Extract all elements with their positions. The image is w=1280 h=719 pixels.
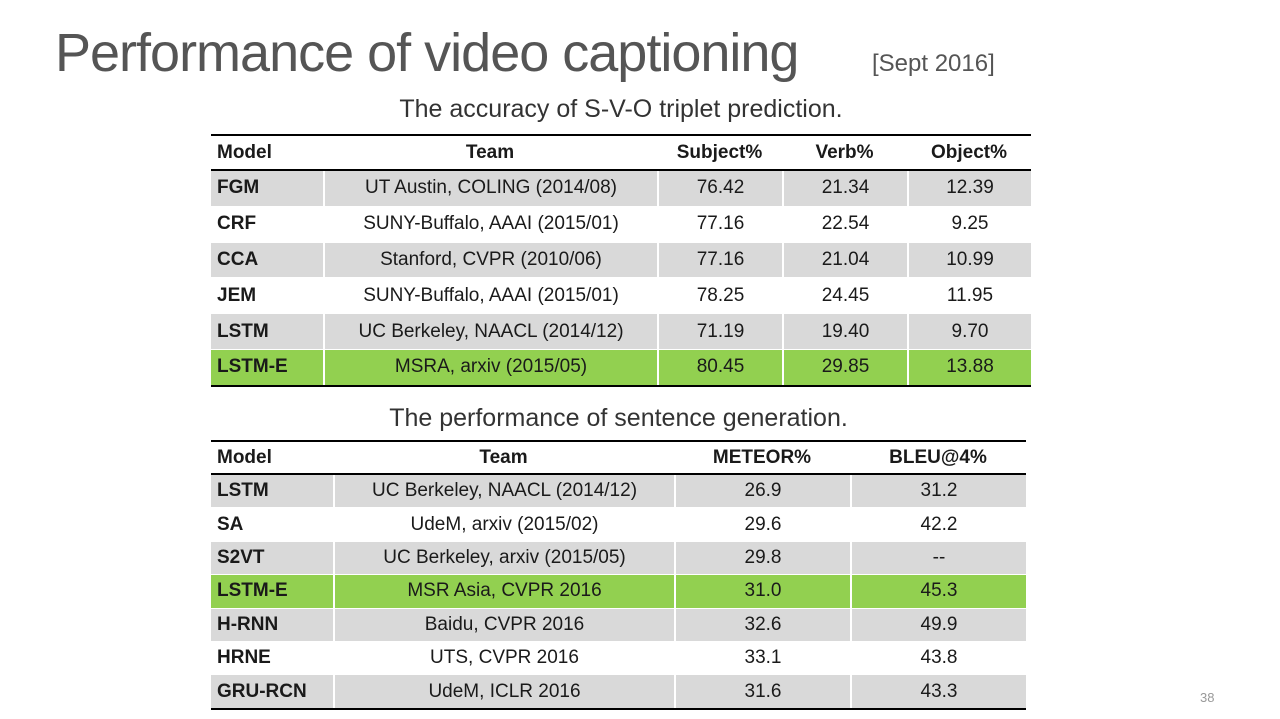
data-cell: UC Berkeley, NAACL (2014/12) [323,314,657,349]
model-cell: LSTM [211,314,323,349]
data-cell: 31.6 [674,675,850,708]
table-caption: The accuracy of S-V-O triplet prediction… [399,95,843,123]
header-cell: Verb% [815,141,874,163]
model-cell: GRU-RCN [211,675,333,708]
header-cell: Object% [930,141,1008,163]
header-cell: BLEU@4% [889,446,987,468]
table-rule [211,384,1031,387]
model-cell: SA [211,508,333,541]
data-cell: 77.16 [657,206,782,242]
data-cell: MSR Asia, CVPR 2016 [333,575,674,608]
table-rule [211,473,1026,475]
data-cell: 42.2 [850,508,1026,541]
data-cell: UdeM, arxiv (2015/02) [333,508,674,541]
data-cell: 49.9 [850,608,1026,641]
data-cell: 80.45 [657,350,782,385]
data-cell: 29.8 [674,541,850,575]
data-cell: 21.34 [782,171,907,206]
data-cell: UC Berkeley, arxiv (2015/05) [333,541,674,575]
data-cell: UdeM, ICLR 2016 [333,675,674,708]
data-cell: Stanford, CVPR (2010/06) [323,242,657,278]
model-cell: CCA [211,242,323,278]
header-cell: Subject% [676,141,763,163]
data-cell: 21.04 [782,242,907,278]
data-cell: SUNY-Buffalo, AAAI (2015/01) [323,278,657,314]
data-cell: 43.8 [850,642,1026,675]
model-cell: JEM [211,278,323,314]
slide-title: Performance of video captioning [55,23,799,83]
header-cell: Model [217,141,272,163]
data-cell: Baidu, CVPR 2016 [333,608,674,641]
data-cell: 29.6 [674,508,850,541]
data-cell: 13.88 [907,350,1031,385]
data-cell: 12.39 [907,171,1031,206]
model-cell: S2VT [211,541,333,575]
model-cell: LSTM-E [211,575,333,608]
data-cell: 26.9 [674,475,850,508]
model-cell: CRF [211,206,323,242]
data-cell: 9.70 [907,314,1031,349]
header-cell: Model [217,446,272,468]
data-cell: 32.6 [674,608,850,641]
data-cell: 71.19 [657,314,782,349]
model-cell: H-RNN [211,608,333,641]
model-cell: FGM [211,171,323,206]
data-cell: SUNY-Buffalo, AAAI (2015/01) [323,206,657,242]
table-rule [211,707,1026,710]
data-cell: UC Berkeley, NAACL (2014/12) [333,475,674,508]
table-rule [211,440,1026,442]
data-cell: 19.40 [782,314,907,349]
data-cell: 77.16 [657,242,782,278]
page-number: 38 [1200,690,1215,705]
data-cell: MSRA, arxiv (2015/05) [323,350,657,385]
header-cell: METEOR% [712,446,812,468]
model-cell: HRNE [211,642,333,675]
data-cell: 24.45 [782,278,907,314]
data-cell: 31.2 [850,475,1026,508]
table-rule [211,169,1031,171]
data-cell: 29.85 [782,350,907,385]
data-cell: 76.42 [657,171,782,206]
data-cell: 22.54 [782,206,907,242]
slide-date: [Sept 2016] [872,50,995,77]
data-cell: 31.0 [674,575,850,608]
data-cell: 9.25 [907,206,1031,242]
data-cell: 45.3 [850,575,1026,608]
data-cell: UTS, CVPR 2016 [333,642,674,675]
data-cell: 78.25 [657,278,782,314]
data-cell: 43.3 [850,675,1026,708]
data-cell: 11.95 [907,278,1031,314]
data-cell: -- [850,541,1026,575]
table-caption: The performance of sentence generation. [389,404,848,432]
model-cell: LSTM [211,475,333,508]
table-rule [211,134,1031,136]
header-cell: Team [479,446,528,468]
header-cell: Team [465,141,515,163]
data-cell: 10.99 [907,242,1031,278]
model-cell: LSTM-E [211,350,323,385]
data-cell: 33.1 [674,642,850,675]
data-cell: UT Austin, COLING (2014/08) [323,171,657,206]
